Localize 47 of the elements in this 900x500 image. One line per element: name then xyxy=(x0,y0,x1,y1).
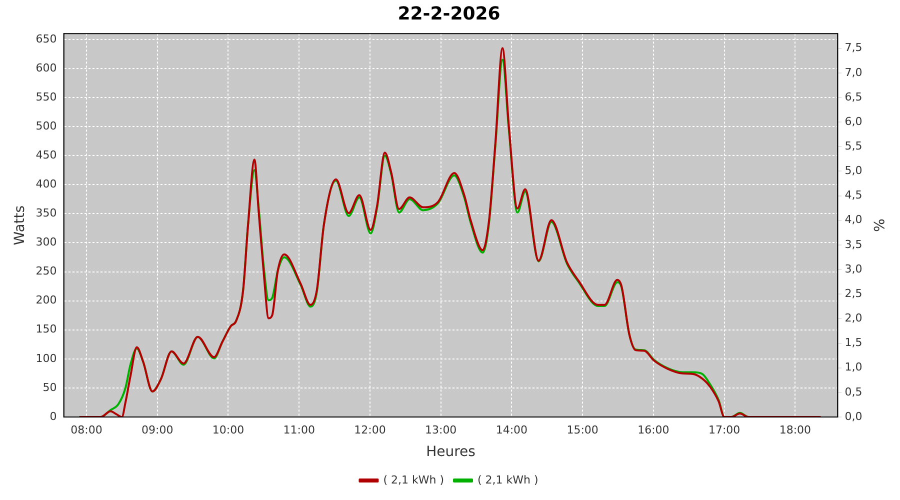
y-tick-label: 300 xyxy=(36,236,57,249)
y-tick-label: 100 xyxy=(36,352,57,365)
y2-tick-label: 2,5 xyxy=(844,286,862,300)
x-tick-label: 13:00 xyxy=(424,423,457,436)
y-tick-label: 0 xyxy=(50,410,57,423)
y2-tick-label: 1,0 xyxy=(844,360,862,374)
y-tick-label: 200 xyxy=(36,294,57,307)
y-tick-label: 600 xyxy=(36,61,57,74)
x-tick-label: 11:00 xyxy=(283,423,315,436)
x-tick-label: 18:00 xyxy=(779,423,812,436)
x-tick-label: 09:00 xyxy=(141,423,174,436)
x-tick-label: 14:00 xyxy=(496,423,528,436)
y2-tick-label: 0,0 xyxy=(844,410,862,423)
x-tick-label: 08:00 xyxy=(70,423,102,436)
y-tick-label: 250 xyxy=(36,264,57,278)
chart-title: 22-2-2026 xyxy=(398,3,500,24)
x-tick-label: 12:00 xyxy=(354,423,386,436)
y-tick-label: 50 xyxy=(42,380,57,394)
y2-tick-label: 0,5 xyxy=(844,385,862,398)
y2-tick-label: 5,5 xyxy=(844,140,862,153)
y2-tick-label: 4,5 xyxy=(844,188,862,202)
y-axis-title: Watts xyxy=(12,205,28,246)
y2-tick-label: 6,5 xyxy=(844,90,862,104)
y2-tick-label: 7,0 xyxy=(844,66,862,79)
y-tick-label: 450 xyxy=(36,148,57,162)
y-tick-label: 550 xyxy=(36,90,57,104)
y-tick-label: 350 xyxy=(36,206,57,220)
x-tick-label: 16:00 xyxy=(638,423,670,436)
legend-label: ( 2,1 kWh ) xyxy=(383,473,444,486)
y2-tick-label: 1,5 xyxy=(844,336,862,350)
y-tick-label: 500 xyxy=(36,119,57,132)
y2-tick-label: 2,0 xyxy=(844,312,862,325)
y-tick-label: 650 xyxy=(36,32,57,46)
y2-tick-label: 6,0 xyxy=(844,114,862,128)
y2-axis-title: % xyxy=(870,218,886,232)
y2-tick-label: 4,0 xyxy=(844,213,862,226)
y2-tick-label: 5,0 xyxy=(844,164,862,178)
y-tick-label: 400 xyxy=(36,177,57,190)
x-axis-title: Heures xyxy=(426,444,476,460)
x-tick-label: 10:00 xyxy=(212,423,244,436)
x-tick-label: 15:00 xyxy=(566,423,598,436)
y-tick-label: 150 xyxy=(36,322,57,336)
y2-tick-label: 7,5 xyxy=(844,41,862,54)
y2-tick-label: 3,5 xyxy=(844,238,862,251)
y2-tick-label: 3,0 xyxy=(844,262,862,276)
x-tick-label: 17:00 xyxy=(708,423,740,436)
legend-label: ( 2,1 kWh ) xyxy=(478,473,538,486)
